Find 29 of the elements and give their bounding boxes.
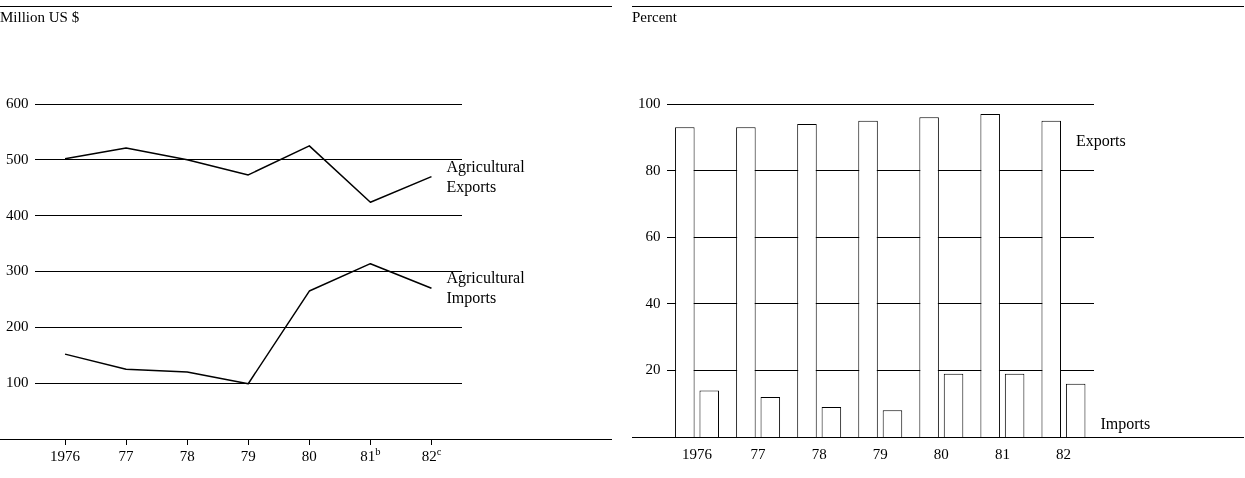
- y-tick-label: 40: [645, 294, 661, 311]
- x-tick-label: 80: [933, 446, 949, 462]
- series-label: Imports: [1100, 414, 1151, 433]
- y-tick-label: 500: [6, 150, 29, 167]
- x-tick-label: 82: [1055, 446, 1071, 462]
- y-axis-title: Percent: [632, 9, 678, 27]
- series-label: Agricultural Imports: [446, 269, 526, 308]
- y-tick-label: 300: [6, 262, 29, 279]
- x-tick-label: 78: [811, 446, 827, 462]
- y-tick-label: 60: [645, 228, 661, 245]
- series-label: Exports: [1076, 131, 1126, 150]
- y-tick-label: 100: [638, 94, 661, 111]
- series-label: Agricultural Exports: [446, 157, 526, 196]
- x-tick-label: 1976: [50, 448, 81, 464]
- y-axis-title: Million US $: [0, 9, 81, 27]
- x-tick-label: 80: [301, 448, 317, 464]
- y-tick-label: 400: [6, 206, 29, 223]
- x-tick-label: 79: [872, 446, 888, 462]
- x-tick-label: 81: [994, 446, 1010, 462]
- y-tick-label: 600: [6, 94, 29, 111]
- y-tick-label: 80: [645, 161, 661, 178]
- y-tick-label: 20: [645, 361, 661, 378]
- y-tick-label: 200: [6, 318, 29, 335]
- x-tick-label: 79: [240, 448, 256, 464]
- y-tick-label: 100: [6, 374, 29, 391]
- x-tick-label: 78: [179, 448, 195, 464]
- x-tick-label: 77: [118, 448, 135, 464]
- x-tick-label: 1976: [682, 446, 713, 462]
- x-tick-label: 77: [750, 446, 767, 462]
